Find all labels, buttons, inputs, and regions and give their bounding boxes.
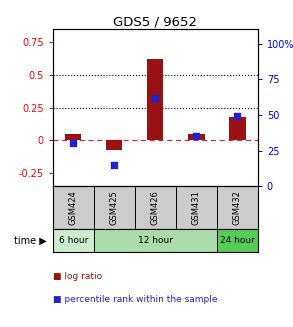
Text: 6 hour: 6 hour bbox=[59, 236, 88, 245]
Bar bbox=[188, 134, 205, 140]
Bar bbox=[106, 140, 122, 149]
Bar bbox=[147, 60, 163, 140]
Title: GDS5 / 9652: GDS5 / 9652 bbox=[113, 15, 197, 28]
Point bbox=[112, 162, 117, 167]
Text: ■ percentile rank within the sample: ■ percentile rank within the sample bbox=[53, 295, 217, 304]
Bar bbox=[53, 229, 94, 252]
Text: 12 hour: 12 hour bbox=[138, 236, 173, 245]
Text: GSM431: GSM431 bbox=[192, 190, 201, 225]
Point bbox=[71, 141, 76, 146]
Text: GSM425: GSM425 bbox=[110, 190, 119, 225]
Text: GSM424: GSM424 bbox=[69, 190, 78, 225]
Bar bbox=[217, 229, 258, 252]
Text: time ▶: time ▶ bbox=[14, 236, 47, 246]
Point bbox=[194, 134, 199, 139]
Bar bbox=[229, 117, 246, 140]
Text: GSM432: GSM432 bbox=[233, 190, 242, 225]
Bar bbox=[94, 229, 217, 252]
Text: GSM426: GSM426 bbox=[151, 190, 160, 225]
Text: 24 hour: 24 hour bbox=[220, 236, 255, 245]
Point bbox=[153, 95, 158, 100]
Text: ■ log ratio: ■ log ratio bbox=[53, 272, 102, 281]
Bar bbox=[65, 134, 81, 140]
Point bbox=[235, 114, 240, 119]
